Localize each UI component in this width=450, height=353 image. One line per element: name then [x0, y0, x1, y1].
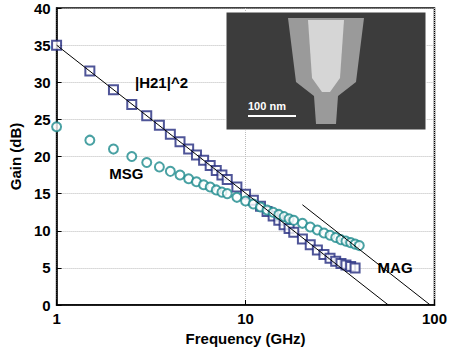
svg-text:30: 30 — [34, 74, 51, 91]
svg-text:|H21|^2: |H21|^2 — [135, 74, 188, 91]
svg-text:35: 35 — [34, 37, 51, 54]
svg-text:25: 25 — [34, 111, 51, 128]
svg-text:20: 20 — [34, 148, 51, 165]
svg-text:10: 10 — [237, 310, 254, 327]
svg-text:1: 1 — [52, 310, 60, 327]
svg-text:100 nm: 100 nm — [248, 100, 286, 112]
svg-text:Gain (dB): Gain (dB) — [7, 123, 24, 191]
svg-text:Frequency (GHz): Frequency (GHz) — [186, 330, 306, 347]
svg-text:10: 10 — [34, 222, 51, 239]
svg-text:100: 100 — [422, 310, 447, 327]
svg-text:5: 5 — [42, 259, 50, 276]
svg-text:15: 15 — [34, 185, 51, 202]
svg-text:40: 40 — [34, 0, 51, 17]
svg-text:0: 0 — [42, 297, 50, 314]
svg-text:MSG: MSG — [109, 165, 143, 182]
svg-text:MAG: MAG — [378, 259, 413, 276]
